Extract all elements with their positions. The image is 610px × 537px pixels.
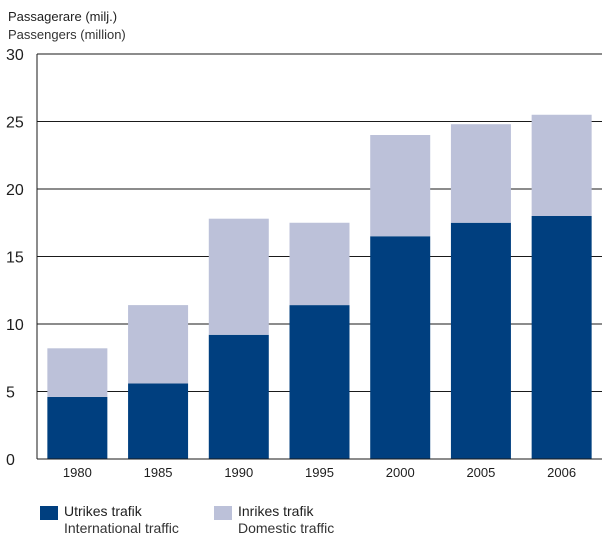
bar-domestic: [208, 218, 269, 335]
bar-domestic: [47, 348, 108, 397]
bar-international: [128, 383, 189, 459]
bar-international: [370, 236, 431, 459]
y-tick-label: 10: [6, 317, 24, 334]
x-tick-label: 1980: [63, 465, 92, 480]
x-tick-label: 2006: [547, 465, 576, 480]
bar-international: [47, 396, 108, 459]
x-tick-label: 2000: [386, 465, 415, 480]
y-tick-label: 25: [6, 115, 24, 132]
legend-label-domestic-en: Domestic traffic: [238, 520, 335, 536]
bar-international: [450, 222, 511, 459]
legend-label-international-sv: Utrikes trafik: [64, 503, 142, 519]
bar-domestic: [370, 135, 431, 237]
y-tick-label: 0: [6, 452, 15, 469]
bar-domestic: [128, 305, 189, 384]
y-tick-label: 30: [6, 47, 24, 64]
bar-international: [208, 334, 269, 459]
bar-international: [531, 216, 592, 459]
x-tick-label: 1985: [144, 465, 173, 480]
bar-international: [289, 305, 350, 459]
x-tick-label: 1990: [224, 465, 253, 480]
legend-swatch-domestic: [214, 506, 232, 520]
bar-domestic: [289, 222, 350, 306]
stacked-bar-chart: 0 5 10 15 20 25 30 1980 1985 1990 1995 2000 2005 2006: [6, 47, 602, 480]
bar-domestic: [531, 114, 592, 216]
y-axis-title-english: Passengers (million): [8, 27, 126, 42]
y-tick-label: 15: [6, 250, 24, 267]
legend-label-domestic-sv: Inrikes trafik: [238, 503, 314, 519]
y-tick-label: 20: [6, 182, 24, 199]
y-axis-title-swedish: Passagerare (milj.): [8, 9, 118, 24]
legend-swatch-international: [40, 506, 58, 520]
x-tick-label: 2005: [466, 465, 495, 480]
y-tick-label: 5: [6, 385, 15, 402]
bar-domestic: [450, 124, 511, 223]
legend-label-international-en: International traffic: [64, 520, 179, 536]
x-tick-label: 1995: [305, 465, 334, 480]
